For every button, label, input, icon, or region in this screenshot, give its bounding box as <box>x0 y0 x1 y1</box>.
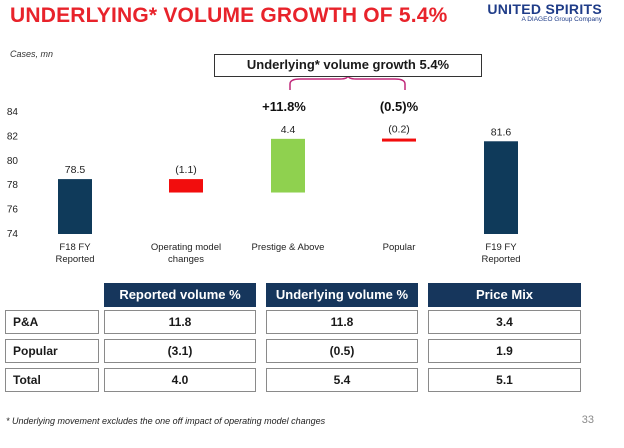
table-header-reported: Reported volume % <box>104 283 256 307</box>
data-label: (1.1) <box>175 164 197 176</box>
y-tick-label: 80 <box>7 156 19 167</box>
x-tick-label: F19 FY <box>485 242 517 253</box>
logo-name: UNITED SPIRITS <box>487 1 602 17</box>
y-tick-label: 78 <box>7 180 19 191</box>
table-header-price-mix: Price Mix <box>428 283 581 307</box>
company-logo: UNITED SPIRITS A DIAGEO Group Company <box>487 1 602 23</box>
underlying-growth-callout: Underlying* volume growth 5.4% <box>214 54 482 77</box>
table-cell: 11.8 <box>266 310 418 334</box>
table-row-label: P&A <box>5 310 99 334</box>
y-tick-label: 74 <box>7 229 19 240</box>
callout-bracket <box>289 74 406 90</box>
y-tick-label: 82 <box>7 131 19 142</box>
x-tick-label: changes <box>168 254 204 265</box>
table-row-label: Popular <box>5 339 99 363</box>
chart-bar <box>271 138 305 193</box>
table-cell: 1.9 <box>428 339 581 363</box>
units-label: Cases, mn <box>10 49 54 59</box>
table-cell: 4.0 <box>104 368 256 392</box>
page-number: 33 <box>581 414 594 426</box>
chart-bar <box>58 179 92 234</box>
x-tick-label: Reported <box>55 254 94 265</box>
logo-tagline: A DIAGEO Group Company <box>521 16 602 23</box>
chart-bar <box>484 141 518 234</box>
table-row-label: Total <box>5 368 99 392</box>
footnote: * Underlying movement excludes the one o… <box>6 416 326 426</box>
table-cell: 5.4 <box>266 368 418 392</box>
x-tick-label: F18 FY <box>59 242 91 253</box>
table-cell: (3.1) <box>104 339 256 363</box>
data-label: 78.5 <box>65 164 86 176</box>
chart-bar <box>169 179 203 193</box>
y-tick-label: 84 <box>7 107 19 118</box>
popular-growth-label: (0.5)% <box>380 99 419 114</box>
chart-bar <box>382 138 416 142</box>
table-cell: (0.5) <box>266 339 418 363</box>
page-title: UNDERLYING* VOLUME GROWTH OF 5.4% <box>10 4 448 27</box>
data-label: (0.2) <box>388 124 410 136</box>
x-tick-label: Reported <box>481 254 520 265</box>
prestige-growth-label: +11.8% <box>262 99 306 114</box>
table-cell: 11.8 <box>104 310 256 334</box>
table-cell: 3.4 <box>428 310 581 334</box>
x-tick-label: Prestige & Above <box>252 242 325 253</box>
data-label: 4.4 <box>281 124 296 136</box>
x-tick-label: Operating model <box>151 242 221 253</box>
x-tick-label: Popular <box>383 242 416 253</box>
y-tick-label: 76 <box>7 205 19 216</box>
table-cell: 5.1 <box>428 368 581 392</box>
data-label: 81.6 <box>491 126 512 138</box>
table-header-underlying: Underlying volume % <box>266 283 418 307</box>
